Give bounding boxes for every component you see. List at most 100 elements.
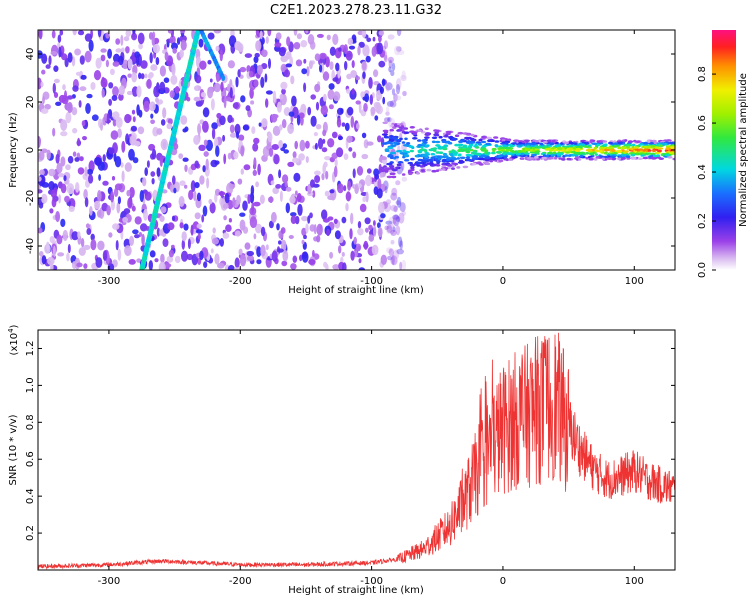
heatmap-cell xyxy=(380,213,386,219)
heatmap-cell xyxy=(420,146,424,149)
heatmap-cell xyxy=(557,147,563,151)
heatmap-cell xyxy=(60,119,68,131)
heatmap-cell xyxy=(338,245,342,254)
heatmap-cell xyxy=(316,223,323,236)
heatmap-cell xyxy=(332,33,339,46)
heatmap-cell xyxy=(395,78,402,90)
heatmap-cell xyxy=(441,140,447,143)
heatmap-cell xyxy=(395,180,401,186)
heatmap-cell xyxy=(395,95,402,101)
heatmap-cell xyxy=(487,139,492,143)
heatmap-cell xyxy=(325,263,329,270)
x-tick-label: 100 xyxy=(625,276,644,287)
heatmap-cell xyxy=(291,95,297,107)
heatmap-cell xyxy=(287,123,294,135)
heatmap-cell xyxy=(301,239,305,245)
heatmap-cell xyxy=(541,156,547,160)
heatmap-cell xyxy=(68,205,75,212)
heatmap-cell xyxy=(466,158,470,161)
heatmap-cell xyxy=(423,141,428,144)
x-tick-label: 0 xyxy=(500,276,506,287)
heatmap-cell xyxy=(383,165,387,168)
heatmap-cell xyxy=(549,148,554,152)
heatmap-cell xyxy=(214,160,220,165)
heatmap-cell xyxy=(180,30,186,34)
heatmap-cell xyxy=(380,254,387,265)
heatmap-cell xyxy=(478,138,483,142)
heatmap-cell xyxy=(137,32,145,45)
heatmap-cell xyxy=(383,202,391,213)
heatmap-cell xyxy=(561,158,566,161)
heatmap-cell xyxy=(617,157,622,161)
heatmap-cell xyxy=(518,143,523,147)
heatmap-cell xyxy=(465,137,470,140)
heatmap-cell xyxy=(329,189,335,194)
heatmap-cell xyxy=(469,141,476,144)
heatmap-cell xyxy=(57,173,65,178)
heatmap-cell xyxy=(278,47,286,57)
heatmap-cell xyxy=(431,140,436,144)
heatmap-cell xyxy=(400,125,405,128)
heatmap-cell xyxy=(402,90,407,97)
heatmap-cell xyxy=(465,133,472,136)
colorbar: 0.0 0.2 0.4 0.6 0.8 Normalized spectral ampl… xyxy=(697,30,749,278)
heatmap-cell xyxy=(423,149,428,152)
heatmap-cell xyxy=(388,216,395,225)
heatmap-cell xyxy=(265,98,269,108)
heatmap-cell xyxy=(651,145,656,148)
heatmap-cell xyxy=(594,149,600,153)
heatmap-cell xyxy=(419,165,425,168)
heatmap-cell xyxy=(511,142,517,145)
heatmap-cell xyxy=(501,138,506,142)
heatmap-cell xyxy=(524,139,530,143)
heatmap-cell xyxy=(665,139,672,142)
heatmap-cell xyxy=(356,122,360,130)
heatmap-cell xyxy=(501,148,506,152)
x-tick-label: -100 xyxy=(360,576,383,587)
heatmap-cell xyxy=(210,98,215,111)
heatmap-cell xyxy=(396,139,402,143)
heatmap-cell xyxy=(368,224,373,231)
heatmap-cell xyxy=(301,68,308,75)
heatmap-cell xyxy=(78,100,82,108)
heatmap-cell xyxy=(167,118,173,125)
heatmap-cell xyxy=(194,160,199,169)
heatmap-cell xyxy=(642,156,649,160)
heatmap-cell xyxy=(458,153,462,156)
heatmap-cell xyxy=(122,216,128,223)
heatmap-cell xyxy=(253,137,260,145)
heatmap-cell xyxy=(60,218,66,228)
heatmap-cell xyxy=(254,52,260,58)
heatmap-cell xyxy=(47,256,55,266)
heatmap-cell xyxy=(624,139,628,142)
heatmap-cell xyxy=(171,215,176,222)
heatmap-cell xyxy=(79,156,84,162)
heatmap-cell xyxy=(380,137,385,148)
heatmap-cell xyxy=(123,36,130,42)
heatmap-cell xyxy=(668,141,675,145)
heatmap-cell xyxy=(337,183,344,194)
heatmap-cell xyxy=(451,137,458,141)
heatmap-cell xyxy=(123,208,131,215)
heatmap-cell xyxy=(115,38,121,45)
heatmap-cell xyxy=(115,117,123,128)
heatmap-cell xyxy=(50,51,58,56)
heatmap-cell xyxy=(108,82,114,89)
heatmap-cell xyxy=(173,187,177,194)
heatmap-cell xyxy=(84,166,88,177)
colorbar-tick-label: 0.6 xyxy=(697,115,708,131)
heatmap-cell xyxy=(382,45,386,51)
heatmap-cell xyxy=(390,192,398,201)
heatmap-cell xyxy=(383,135,390,139)
heatmap-cell xyxy=(386,100,394,107)
heatmap-cell xyxy=(397,49,405,56)
heatmap-cell xyxy=(82,136,87,141)
heatmap-cell xyxy=(48,181,55,191)
heatmap-cell xyxy=(633,146,640,149)
heatmap-cell xyxy=(137,126,145,135)
heatmap-cell xyxy=(90,233,95,241)
heatmap-cell xyxy=(378,30,385,36)
colorbar-tick-label: 0.2 xyxy=(697,213,708,229)
heatmap-cell xyxy=(652,154,658,158)
heatmap-cell xyxy=(379,172,386,178)
